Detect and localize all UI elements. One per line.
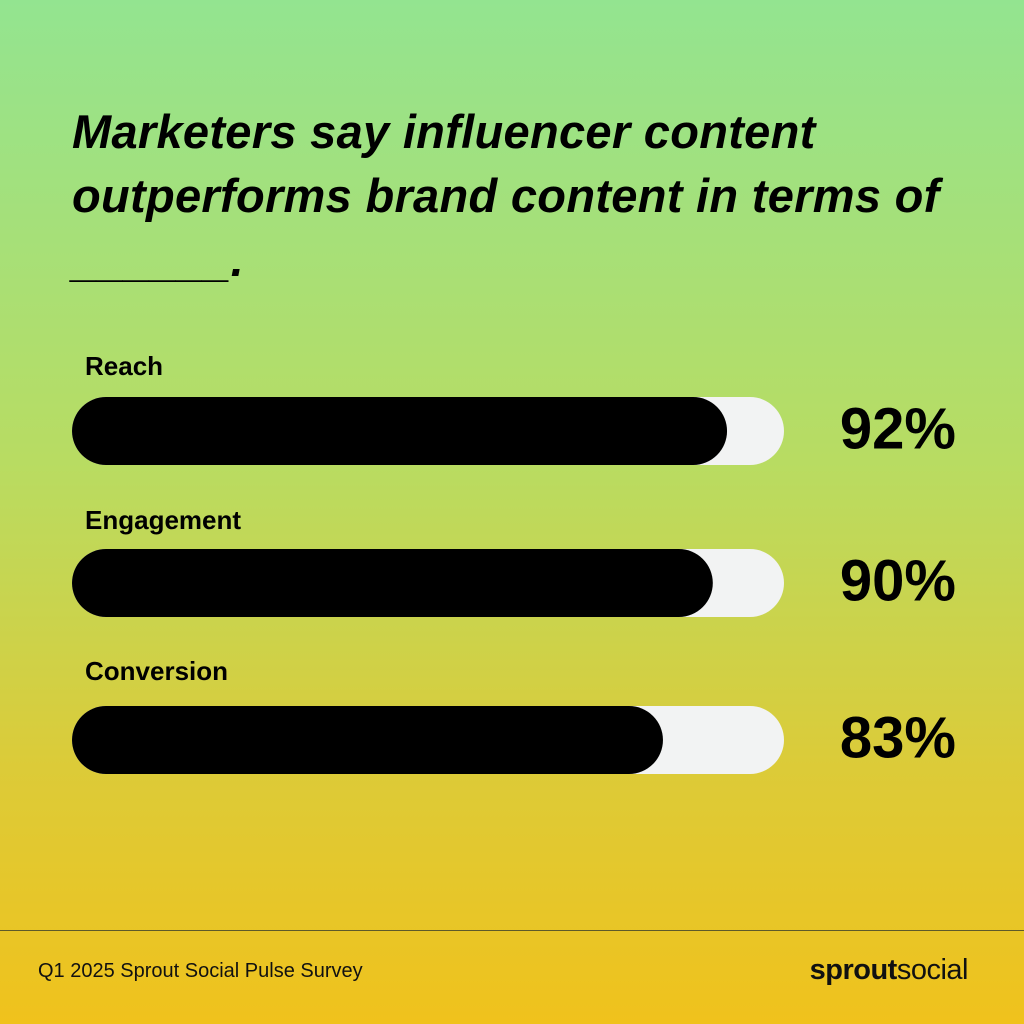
source-note: Q1 2025 Sprout Social Pulse Survey <box>38 960 363 982</box>
bar <box>72 397 728 465</box>
logo-bold: sprout <box>809 954 898 986</box>
bar <box>72 549 713 617</box>
value-label: 83% <box>840 705 956 770</box>
footer-divider <box>0 930 1024 931</box>
chart-title: Marketers say influencer content outperf… <box>72 105 940 286</box>
value-label: 92% <box>840 396 956 461</box>
brand-logo: sproutsocial <box>809 954 969 987</box>
bar <box>72 706 663 774</box>
category-label: Conversion <box>85 656 228 686</box>
category-label: Reach <box>85 351 163 381</box>
category-label: Engagement <box>85 505 241 535</box>
value-label: 90% <box>840 548 956 613</box>
logo-regular: social <box>896 954 969 986</box>
